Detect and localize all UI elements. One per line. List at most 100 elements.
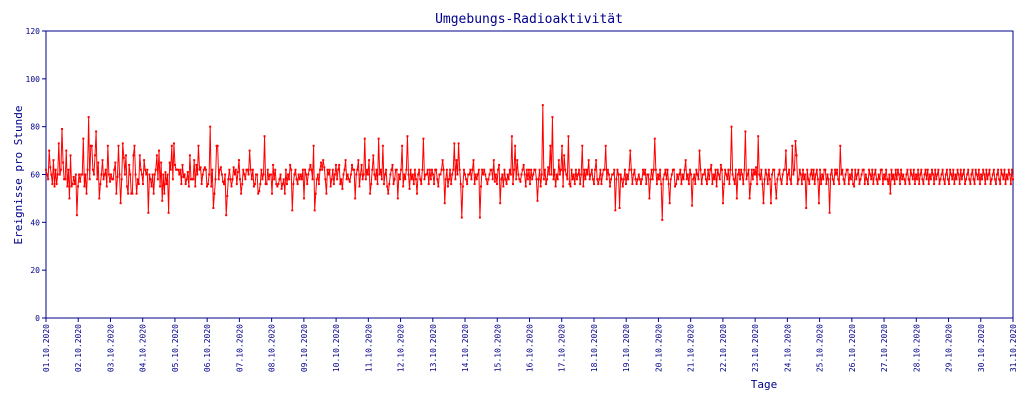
data-point: [423, 178, 426, 181]
data-point: [520, 173, 523, 176]
data-point: [210, 185, 213, 188]
data-point: [506, 173, 509, 176]
data-point: [758, 173, 761, 176]
data-point: [405, 168, 408, 171]
data-point: [58, 173, 61, 176]
data-point: [618, 206, 621, 209]
data-point: [815, 168, 818, 171]
data-point: [1003, 168, 1006, 171]
data-point: [535, 178, 538, 181]
data-point: [733, 183, 736, 186]
data-point: [638, 178, 641, 181]
data-point: [552, 178, 555, 181]
data-point: [944, 173, 947, 176]
data-point: [73, 183, 76, 186]
data-point: [416, 192, 419, 195]
x-tick-label: 21.10.2020: [687, 324, 696, 372]
data-point: [680, 183, 683, 186]
data-point: [768, 178, 771, 181]
data-point: [766, 183, 769, 186]
data-point: [515, 178, 518, 181]
data-point: [799, 173, 802, 176]
data-point: [339, 183, 342, 186]
data-point: [388, 183, 391, 186]
data-point: [896, 168, 899, 171]
data-point: [532, 173, 535, 176]
data-point: [276, 185, 279, 188]
data-point: [698, 149, 701, 152]
y-tick-label: 40: [30, 218, 40, 227]
data-point: [182, 175, 185, 178]
data-point: [738, 168, 740, 171]
data-point: [342, 173, 345, 176]
data-point: [116, 175, 119, 178]
data-point: [973, 183, 976, 186]
data-point: [847, 183, 850, 186]
data-point: [969, 183, 972, 186]
data-point: [930, 168, 933, 171]
data-point: [807, 178, 810, 181]
data-point: [289, 163, 292, 166]
data-point: [247, 173, 250, 176]
data-point: [409, 168, 412, 171]
data-point: [186, 171, 189, 174]
data-point: [545, 183, 548, 186]
data-point: [970, 173, 973, 176]
data-point: [950, 173, 953, 176]
data-point: [85, 192, 88, 195]
data-point: [830, 168, 833, 171]
data-point: [240, 192, 243, 195]
data-point: [534, 168, 537, 171]
data-point: [583, 168, 586, 171]
data-point: [334, 163, 337, 166]
data-point: [743, 168, 746, 171]
data-point: [597, 183, 600, 186]
data-point: [626, 173, 629, 176]
y-tick-label: 80: [30, 123, 40, 132]
data-point: [419, 178, 422, 181]
data-point: [1005, 173, 1008, 176]
data-point: [381, 144, 384, 147]
data-point: [115, 192, 118, 195]
data-point: [849, 178, 852, 181]
data-point: [573, 183, 576, 186]
data-point: [886, 178, 889, 181]
data-point: [687, 183, 690, 186]
data-point: [219, 166, 222, 169]
data-point: [261, 178, 264, 181]
data-point: [291, 209, 294, 212]
data-point: [355, 173, 358, 176]
data-point: [974, 168, 977, 171]
data-point: [505, 183, 508, 186]
data-point: [566, 178, 569, 181]
data-point: [169, 168, 172, 171]
data-point: [464, 173, 466, 176]
data-point: [103, 173, 106, 176]
data-point: [408, 187, 411, 190]
data-point: [294, 168, 297, 171]
data-point: [168, 161, 171, 164]
data-point: [183, 173, 186, 176]
data-point: [440, 168, 443, 171]
data-point: [486, 183, 489, 186]
data-point: [848, 173, 851, 176]
data-point: [876, 183, 879, 186]
data-point: [664, 168, 667, 171]
data-point: [731, 173, 734, 176]
data-point: [235, 183, 238, 186]
x-tick-label: 05.10.2020: [171, 324, 180, 372]
data-point: [71, 183, 74, 186]
data-point: [49, 166, 52, 169]
data-point: [432, 173, 435, 176]
data-point: [446, 185, 449, 188]
data-point: [598, 178, 601, 181]
data-point: [284, 168, 287, 171]
data-point: [352, 168, 355, 171]
data-point: [143, 159, 146, 162]
data-point: [707, 168, 710, 171]
data-point: [519, 180, 522, 183]
data-point: [111, 178, 114, 181]
data-point: [479, 185, 482, 188]
data-point: [543, 168, 546, 171]
